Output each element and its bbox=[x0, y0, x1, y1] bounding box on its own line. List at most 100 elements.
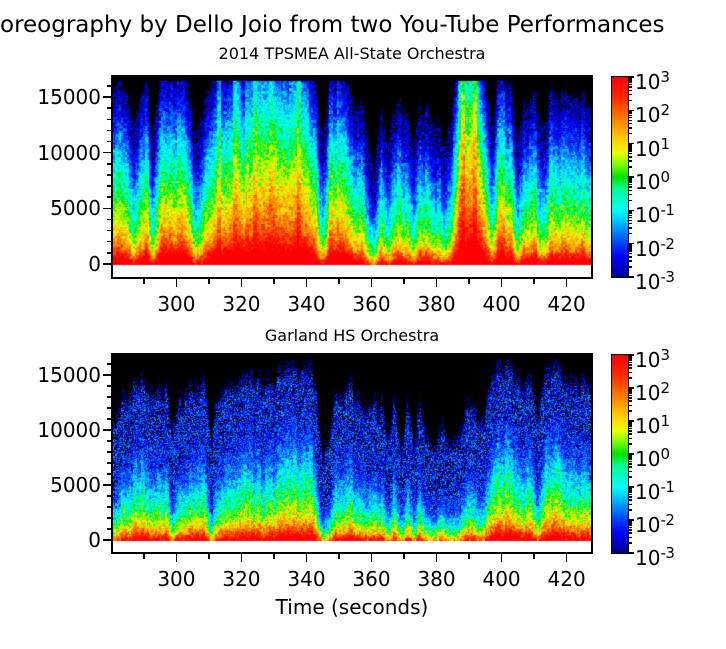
colorbar-minor-tick bbox=[628, 410, 632, 412]
x-major-tick bbox=[240, 554, 243, 562]
y-tick-label: 0 bbox=[88, 252, 101, 276]
x-tick-label: 360 bbox=[352, 292, 391, 316]
x-major-tick bbox=[500, 279, 503, 287]
colorbar-tick-label: 102 bbox=[635, 101, 670, 128]
y-minor-tick bbox=[106, 240, 111, 243]
colorbar-minor-tick bbox=[628, 127, 632, 129]
colorbar-minor-tick bbox=[628, 532, 632, 534]
colorbar-minor-tick bbox=[628, 144, 632, 146]
colorbar-major-tick bbox=[628, 76, 634, 78]
colorbar-tick-label: 102 bbox=[635, 379, 670, 405]
x-tick-label: 320 bbox=[222, 292, 261, 316]
colorbar-minor-tick bbox=[628, 470, 632, 472]
x-tick-label: 400 bbox=[482, 567, 521, 591]
colorbar-minor-tick bbox=[628, 148, 632, 150]
colorbar-major-tick bbox=[628, 552, 634, 554]
x-major-tick bbox=[240, 279, 243, 287]
y-major-tick bbox=[103, 484, 111, 486]
colorbar-minor-tick bbox=[628, 542, 632, 544]
colorbar-tick-label: 103 bbox=[635, 346, 670, 372]
colorbar-minor-tick bbox=[628, 430, 632, 432]
colorbar-minor-tick bbox=[628, 529, 632, 531]
colorbar-minor-tick bbox=[628, 116, 632, 119]
colorbar-minor-tick bbox=[628, 357, 632, 359]
x-minor-tick bbox=[208, 279, 210, 284]
colorbar-major-tick bbox=[628, 142, 634, 145]
y-major-tick bbox=[103, 374, 111, 376]
y-minor-tick bbox=[106, 517, 111, 519]
colorbar-tick-label: 10-1 bbox=[635, 478, 675, 504]
colorbar-minor-tick bbox=[628, 89, 632, 91]
colorbar-minor-tick bbox=[628, 361, 632, 364]
x-minor-tick bbox=[468, 279, 470, 284]
y-tick-label: 10000 bbox=[37, 140, 101, 165]
colorbar-minor-tick bbox=[628, 524, 632, 526]
y-major-tick bbox=[103, 96, 111, 98]
y-major-tick bbox=[103, 207, 111, 210]
colorbar-minor-tick bbox=[628, 112, 632, 115]
colorbar-minor-tick bbox=[628, 425, 632, 427]
colorbar-minor-tick bbox=[628, 392, 632, 394]
y-minor-tick bbox=[106, 363, 111, 365]
colorbar-minor-tick bbox=[628, 183, 632, 186]
x-major-tick bbox=[370, 279, 373, 287]
y-minor-tick bbox=[106, 129, 111, 132]
x-minor-tick bbox=[403, 554, 405, 559]
colorbar-minor-tick bbox=[628, 526, 632, 529]
y-major-tick bbox=[103, 263, 111, 265]
colorbar-minor-tick bbox=[628, 394, 632, 397]
x-tick-label: 340 bbox=[287, 567, 326, 591]
colorbar-minor-tick bbox=[628, 146, 632, 148]
y-tick-label: 5000 bbox=[50, 473, 101, 497]
colorbar-minor-tick bbox=[628, 388, 632, 391]
colorbar-major-tick bbox=[628, 519, 634, 521]
x-major-tick bbox=[435, 554, 438, 562]
y-minor-tick bbox=[106, 462, 111, 464]
colorbar-minor-tick bbox=[628, 377, 632, 379]
y-minor-tick bbox=[106, 252, 111, 254]
colorbar-minor-tick bbox=[628, 371, 632, 373]
x-tick-label: 320 bbox=[222, 567, 261, 591]
colorbar-minor-tick bbox=[628, 77, 632, 80]
colorbar-minor-tick bbox=[628, 421, 632, 424]
colorbar-major-tick bbox=[628, 387, 634, 389]
y-minor-tick bbox=[106, 418, 111, 420]
colorbar-minor-tick bbox=[628, 81, 632, 83]
colorbar-minor-tick bbox=[628, 463, 632, 465]
x-tick-label: 300 bbox=[157, 567, 196, 591]
y-minor-tick bbox=[106, 140, 111, 143]
colorbar-minor-tick bbox=[628, 522, 632, 524]
y-major-tick bbox=[103, 429, 111, 431]
colorbar-minor-tick bbox=[628, 119, 632, 122]
y-minor-tick bbox=[106, 85, 111, 87]
colorbar-minor-tick bbox=[628, 214, 632, 217]
colorbar-minor-tick bbox=[628, 177, 632, 180]
colorbar-minor-tick bbox=[628, 437, 632, 439]
colorbar-minor-tick bbox=[628, 367, 632, 369]
colorbar-minor-tick bbox=[628, 93, 632, 96]
spectrogram-canvas-top bbox=[113, 77, 591, 277]
colorbar-tick-label: 100 bbox=[635, 168, 670, 194]
colorbar-minor-tick bbox=[628, 260, 632, 262]
x-major-tick bbox=[565, 279, 568, 287]
x-minor-tick bbox=[338, 279, 340, 284]
y-minor-tick bbox=[106, 174, 111, 176]
colorbar-minor-tick bbox=[628, 256, 632, 258]
y-minor-tick bbox=[106, 185, 111, 187]
colorbar-minor-tick bbox=[628, 509, 632, 511]
y-minor-tick bbox=[106, 385, 111, 387]
colorbar-minor-tick bbox=[628, 491, 632, 493]
subplot-title-top: 2014 TPSMEA All-State Orchestra bbox=[218, 44, 486, 63]
colorbar-minor-tick bbox=[628, 266, 632, 268]
x-major-tick bbox=[565, 554, 568, 562]
x-tick-label: 420 bbox=[547, 567, 586, 591]
x-axis-label: Time (seconds) bbox=[275, 595, 429, 619]
colorbar-minor-tick bbox=[628, 427, 632, 430]
y-minor-tick bbox=[106, 196, 111, 198]
subplot-title-bottom: Garland HS Orchestra bbox=[264, 326, 440, 345]
y-tick-label: 15000 bbox=[37, 363, 101, 387]
colorbar-minor-tick bbox=[628, 160, 632, 162]
colorbar-minor-tick bbox=[628, 222, 632, 225]
colorbar-minor-tick bbox=[628, 212, 632, 215]
y-tick-label: 15000 bbox=[37, 85, 101, 109]
